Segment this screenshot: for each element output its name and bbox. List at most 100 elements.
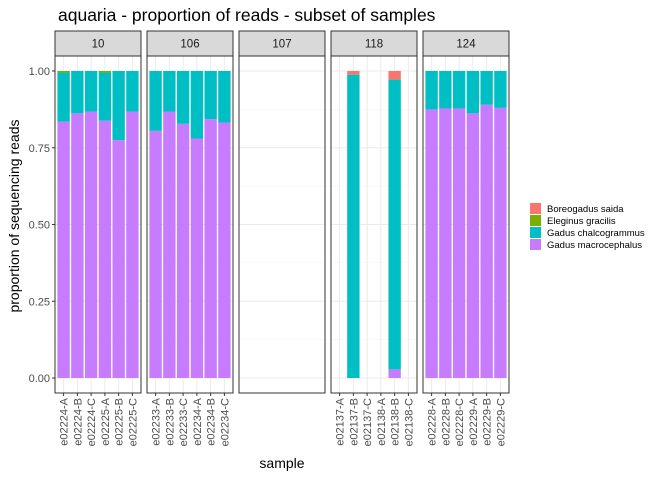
x-tick-label: e02137-A xyxy=(335,397,347,445)
y-tick-label: 0.25 xyxy=(29,296,50,308)
bar-segment xyxy=(218,122,231,379)
legend-label: Eleginus gracilis xyxy=(547,216,616,227)
bar-segment xyxy=(57,72,70,122)
bar-segment xyxy=(494,107,507,378)
legend-item: Gadus chalcogrammus xyxy=(530,227,645,239)
bar-segment xyxy=(98,72,112,121)
bar-segment xyxy=(347,71,360,75)
facet-strip-label: 106 xyxy=(180,39,199,51)
x-tick-label: e02224-C xyxy=(86,398,98,446)
facet-strip xyxy=(238,30,326,57)
bar-segment xyxy=(425,71,438,110)
bar-segment xyxy=(439,71,452,109)
bar-segment xyxy=(388,369,401,378)
bar-segment xyxy=(163,71,176,112)
bar-segment xyxy=(84,71,98,112)
facet-panel-10: e02224-A e02224-B e02224-C e02225-A e02225-B… xyxy=(54,30,142,446)
x-tick-label: e02138-C xyxy=(403,398,415,446)
x-tick-label: e02224-A xyxy=(59,397,71,445)
bar-segment xyxy=(190,71,204,139)
bar-segment xyxy=(218,71,231,123)
bar-segment xyxy=(466,113,480,378)
y-tick-label: 1.00 xyxy=(29,66,50,78)
x-tick-label: e02228-B xyxy=(440,398,452,446)
x-axis-title: sample xyxy=(259,455,304,471)
bar-segment xyxy=(176,71,190,124)
bar-segment xyxy=(494,71,507,108)
bar-segment xyxy=(98,120,112,378)
facets-layer: e02224-A e02224-B e02224-C e02225-A e02225-B… xyxy=(54,30,510,446)
bar-segment xyxy=(388,71,401,80)
legend-label: Gadus macrocephalus xyxy=(547,240,642,251)
x-tick-label: e02229-A xyxy=(468,397,480,445)
bar-segment xyxy=(176,123,190,378)
x-tick-label: e02224-B xyxy=(72,398,84,446)
legend-swatch xyxy=(530,215,541,226)
x-tick-label: e02229-C xyxy=(495,398,507,446)
bar-segment xyxy=(347,74,360,379)
y-axis-title: proportion of sequencing reads xyxy=(6,119,22,312)
y-axis: 0.00 0.25 0.50 0.75 1.00 xyxy=(29,66,55,385)
bar-segment xyxy=(452,108,466,378)
x-tick-label: e02225-B xyxy=(114,398,126,446)
facet-panel-107: 107 xyxy=(238,30,326,394)
x-tick-label: e02234-A xyxy=(192,397,204,445)
bar-segment xyxy=(204,119,217,378)
x-tick-label: e02234-C xyxy=(219,398,231,446)
bar-segment xyxy=(480,71,493,105)
legend-swatch xyxy=(530,203,541,214)
bar-segment xyxy=(112,71,125,141)
x-tick-label: e02228-A xyxy=(427,397,439,445)
x-tick-label: e02138-A xyxy=(376,397,388,445)
bar-segment xyxy=(190,138,204,378)
legend-swatch xyxy=(530,239,541,250)
y-tick-label: 0.00 xyxy=(29,373,50,385)
facet-strip xyxy=(146,30,234,57)
chart-title: aquaria - proportion of reads - subset o… xyxy=(58,5,436,25)
facet-strip xyxy=(422,30,510,57)
bar-segment xyxy=(480,104,493,379)
bar-segment xyxy=(126,111,139,379)
facet-panel-118: e02137-A e02137-B e02137-C e02138-A e02138-B… xyxy=(330,30,418,446)
facet-strip xyxy=(330,30,418,57)
bar-segment xyxy=(126,71,139,112)
x-tick-label: e02233-C xyxy=(178,398,190,446)
legend-item: Gadus macrocephalus xyxy=(530,239,642,251)
legend-label: Gadus chalcogrammus xyxy=(547,228,645,239)
facet-strip-label: 118 xyxy=(365,39,383,51)
legend-swatch xyxy=(530,227,541,238)
x-tick-label: e02225-C xyxy=(127,398,139,446)
facet-panel-106: e02233-A e02233-B e02233-C e02234-A e02234-B… xyxy=(146,30,234,446)
y-tick-label: 0.50 xyxy=(29,220,50,232)
legend-item: Boreogadus saida xyxy=(530,203,624,215)
bar-segment xyxy=(112,140,125,378)
facet-strip-label: 124 xyxy=(456,39,476,51)
bar-segment xyxy=(388,79,401,370)
x-tick-label: e02233-B xyxy=(164,398,176,446)
bar-segment xyxy=(204,71,217,120)
facet-panel-124: e02228-A e02228-B e02228-C e02229-A e02229-B… xyxy=(422,30,510,446)
x-tick-label: e02229-B xyxy=(482,398,494,446)
bar-segment xyxy=(57,121,70,378)
bar-segment xyxy=(71,71,84,114)
bar-segment xyxy=(466,71,480,114)
bar-segment xyxy=(71,113,84,378)
legend-label: Boreogadus saida xyxy=(547,204,624,215)
bar-segment xyxy=(425,109,438,378)
x-tick-label: e02225-A xyxy=(100,397,112,445)
x-tick-label: e02138-B xyxy=(390,398,402,446)
x-tick-label: e02234-B xyxy=(206,398,218,446)
x-tick-label: e02137-B xyxy=(348,398,360,446)
bar-segment xyxy=(149,71,162,131)
bar-segment xyxy=(98,71,112,73)
bar-segment xyxy=(452,71,466,109)
legend-item: Eleginus gracilis xyxy=(530,215,616,227)
x-tick-label: e02233-A xyxy=(151,397,163,445)
x-tick-label: e02137-C xyxy=(362,398,374,446)
y-tick-label: 0.75 xyxy=(29,143,50,155)
facet-strip-label: 107 xyxy=(272,39,291,51)
bar-segment xyxy=(439,108,452,378)
x-tick-label: e02228-C xyxy=(454,398,466,446)
